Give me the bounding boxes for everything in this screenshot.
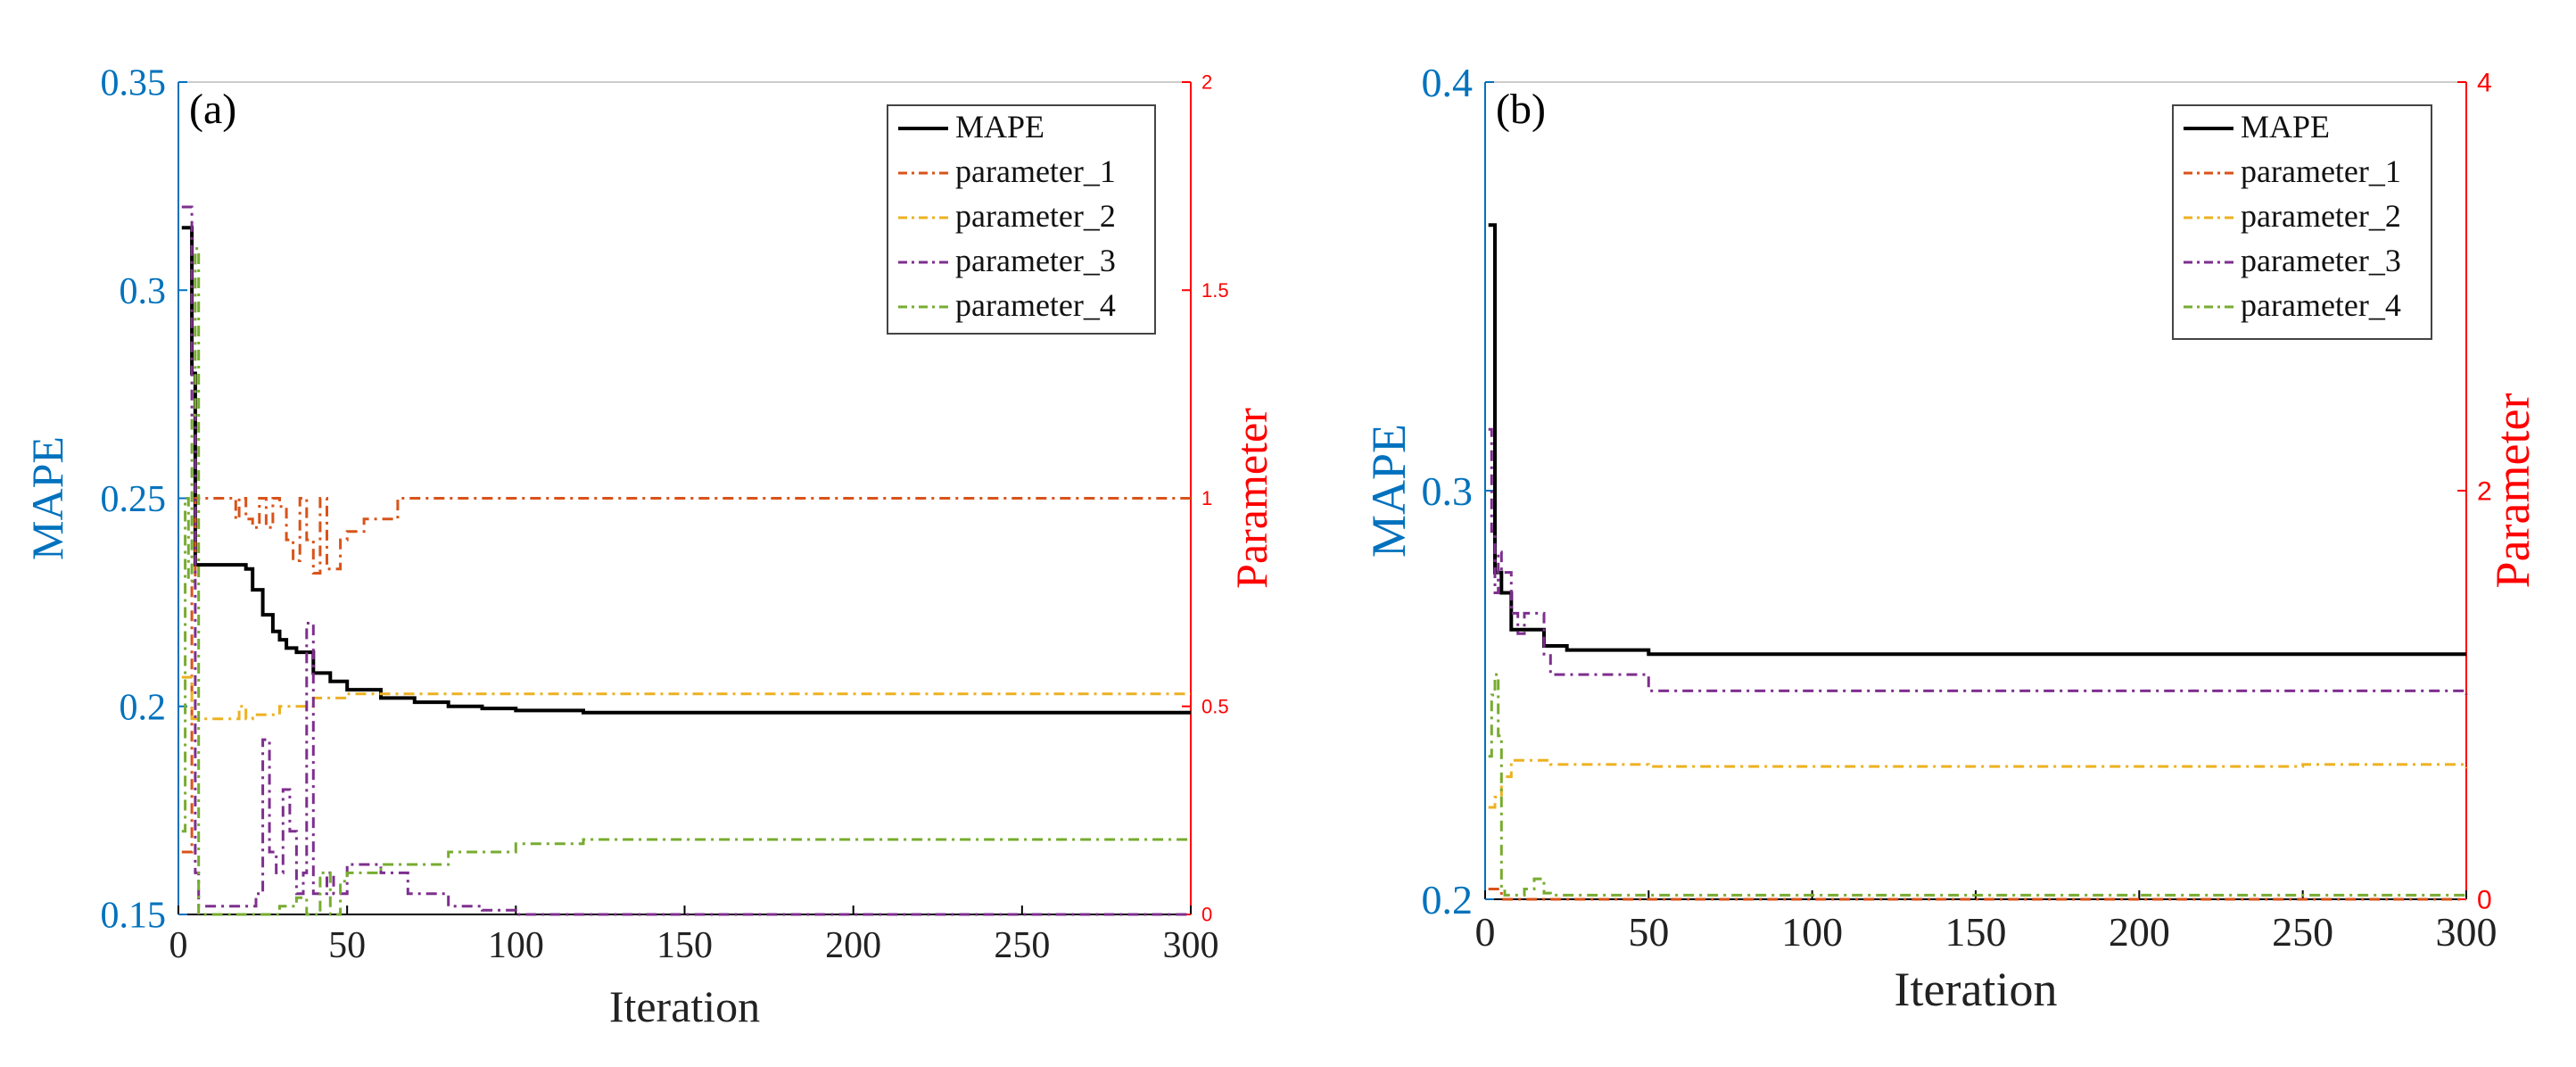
x-tick-label: 150 — [656, 925, 713, 966]
right-y-axis-label: Parameter — [2486, 393, 2539, 589]
chart-panel-b: 0 50 100 150 200 250 300 0.2 0.3 0.4 0 2 4 Iteration M… — [1362, 60, 2539, 1016]
series-line-parameter-1 — [181, 497, 1191, 854]
right-y-axis-label: Parameter — [1226, 408, 1276, 589]
left-y-tick-label: 0.15 — [101, 896, 167, 937]
right-y-tick-label: 2 — [2477, 477, 2492, 507]
left-y-axis-label: MAPE — [1362, 424, 1416, 558]
x-tick-label: 200 — [825, 925, 881, 966]
series-line-parameter-4 — [181, 247, 1191, 916]
left-y-tick-label: 0.2 — [120, 687, 167, 728]
x-tick-label: 250 — [994, 925, 1050, 966]
x-tick-label: 0 — [169, 925, 188, 966]
legend-item-label: parameter_4 — [2241, 287, 2401, 323]
right-y-tick-label: 0 — [1201, 904, 1212, 926]
legend-item-label: parameter_3 — [2241, 243, 2401, 278]
x-tick-label: 0 — [1475, 909, 1496, 955]
right-y-tick-label: 1.5 — [1201, 279, 1229, 302]
series-line-parameter-2 — [1488, 758, 2468, 809]
series-line-parameter-3 — [1488, 427, 2468, 695]
right-y-tick-label: 4 — [2477, 69, 2492, 98]
left-y-tick-label: 0.4 — [1422, 60, 1474, 105]
legend-item-label: parameter_3 — [955, 243, 1116, 278]
x-axis-label: Iteration — [1895, 963, 2058, 1016]
right-y-tick-label: 0.5 — [1201, 695, 1229, 717]
left-y-tick-label: 0.3 — [1422, 468, 1474, 514]
series-line-parameter-1 — [1488, 888, 2466, 901]
chart-panel-a: 0 50 100 150 200 250 300 0.15 0.2 0.25 0.3 0.35 0 0.5… — [22, 63, 1276, 1031]
left-y-tick-label: 0.3 — [120, 271, 167, 312]
legend-item-label: parameter_4 — [955, 287, 1116, 323]
left-y-tick-label: 0.35 — [101, 63, 167, 104]
legend-box — [2172, 104, 2432, 340]
x-tick-label: 100 — [488, 925, 544, 966]
legend-box — [887, 104, 1156, 335]
left-y-tick-label: 0.2 — [1422, 877, 1474, 922]
x-tick-label: 150 — [1945, 909, 2007, 955]
series-line-parameter-2 — [181, 675, 1191, 721]
left-y-tick-label: 0.25 — [101, 479, 167, 520]
x-tick-label: 100 — [1781, 909, 1843, 955]
right-y-tick-label: 0 — [2477, 886, 2492, 915]
series-line-MAPE — [181, 226, 1191, 715]
panel-label: (b) — [1496, 86, 1546, 133]
legend-item-label: parameter_1 — [955, 153, 1116, 189]
series-line-parameter-3 — [181, 205, 1191, 916]
legend-item-label: MAPE — [955, 109, 1044, 145]
x-tick-label: 250 — [2272, 909, 2333, 955]
legend-item-label: parameter_2 — [2241, 198, 2401, 234]
x-tick-label: 50 — [1628, 909, 1669, 955]
right-y-tick-label: 1 — [1201, 487, 1212, 509]
x-axis-label: Iteration — [609, 981, 760, 1031]
x-tick-label: 50 — [328, 925, 366, 966]
x-tick-label: 200 — [2109, 909, 2170, 955]
right-y-tick-label: 2 — [1201, 71, 1212, 94]
legend-item-label: MAPE — [2241, 109, 2330, 145]
legend-item-label: parameter_1 — [2241, 153, 2401, 189]
legend-item-label: parameter_2 — [955, 198, 1116, 234]
left-y-axis-label: MAPE — [22, 436, 72, 560]
panel-label: (a) — [189, 86, 236, 133]
series-line-parameter-4 — [1488, 673, 2468, 897]
x-tick-label: 300 — [2436, 909, 2498, 955]
x-tick-label: 300 — [1163, 925, 1219, 966]
